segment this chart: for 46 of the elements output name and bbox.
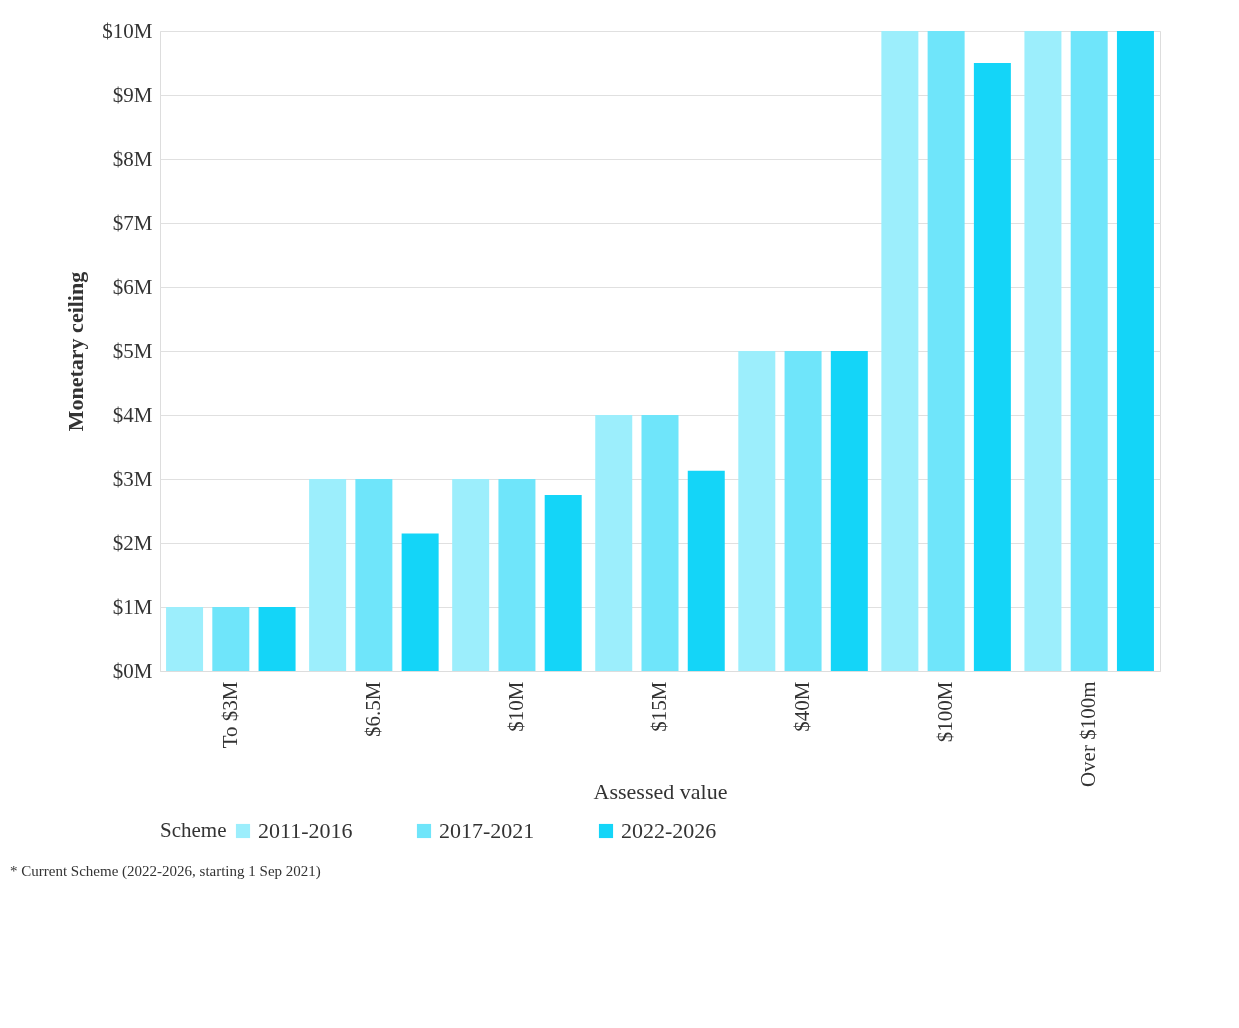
bar [544, 495, 582, 671]
y-tick-label: $3M [112, 466, 153, 491]
y-tick-label: $10M [102, 18, 153, 43]
x-axis-title: Assessed value [593, 778, 728, 804]
bar [355, 479, 393, 671]
bar [687, 470, 725, 671]
y-tick-label: $4M [112, 402, 153, 427]
legend-title: Scheme [160, 818, 227, 842]
y-tick-label: $5M [112, 338, 153, 363]
bar [1024, 31, 1062, 671]
bar [401, 533, 439, 671]
y-tick-label: $2M [112, 530, 153, 555]
bar [784, 351, 822, 671]
y-tick-label: $6M [112, 274, 153, 299]
text: * Current Scheme (2022-2026, starting 1 Sep 2021) [10, 863, 321, 880]
y-tick-label: $9M [112, 82, 153, 107]
bar [452, 479, 490, 671]
bar [1070, 31, 1108, 671]
bar [595, 415, 633, 671]
x-tick-label: $10M [503, 681, 528, 732]
y-axis-title: Monetary ceiling [63, 271, 89, 432]
bar [166, 607, 204, 671]
legend-label: 2011-2016 [258, 818, 353, 843]
bar [881, 31, 919, 671]
x-tick-label: $100M [933, 681, 958, 743]
x-tick-label: $40M [790, 681, 815, 732]
y-tick-label: $7M [112, 210, 153, 235]
y-tick-label: $1M [112, 594, 153, 619]
legend-label: 2022-2026 [621, 818, 717, 843]
bar [830, 351, 868, 671]
bar [1116, 31, 1154, 671]
x-tick-label: Over $100m [1076, 681, 1101, 788]
bar [212, 607, 250, 671]
x-tick-label: To $3M [217, 681, 242, 749]
x-tick-label: $6.5M [360, 681, 385, 737]
bar [641, 415, 679, 671]
y-tick-label: $0M [112, 658, 153, 683]
bar [258, 607, 296, 671]
bar [498, 479, 536, 671]
legend-label: 2017-2021 [439, 818, 535, 843]
bar [927, 31, 965, 671]
x-tick-label: $15M [647, 681, 671, 732]
bar [738, 351, 776, 671]
bar [309, 479, 347, 671]
bar [973, 63, 1011, 671]
y-tick-label: $8M [112, 146, 153, 171]
